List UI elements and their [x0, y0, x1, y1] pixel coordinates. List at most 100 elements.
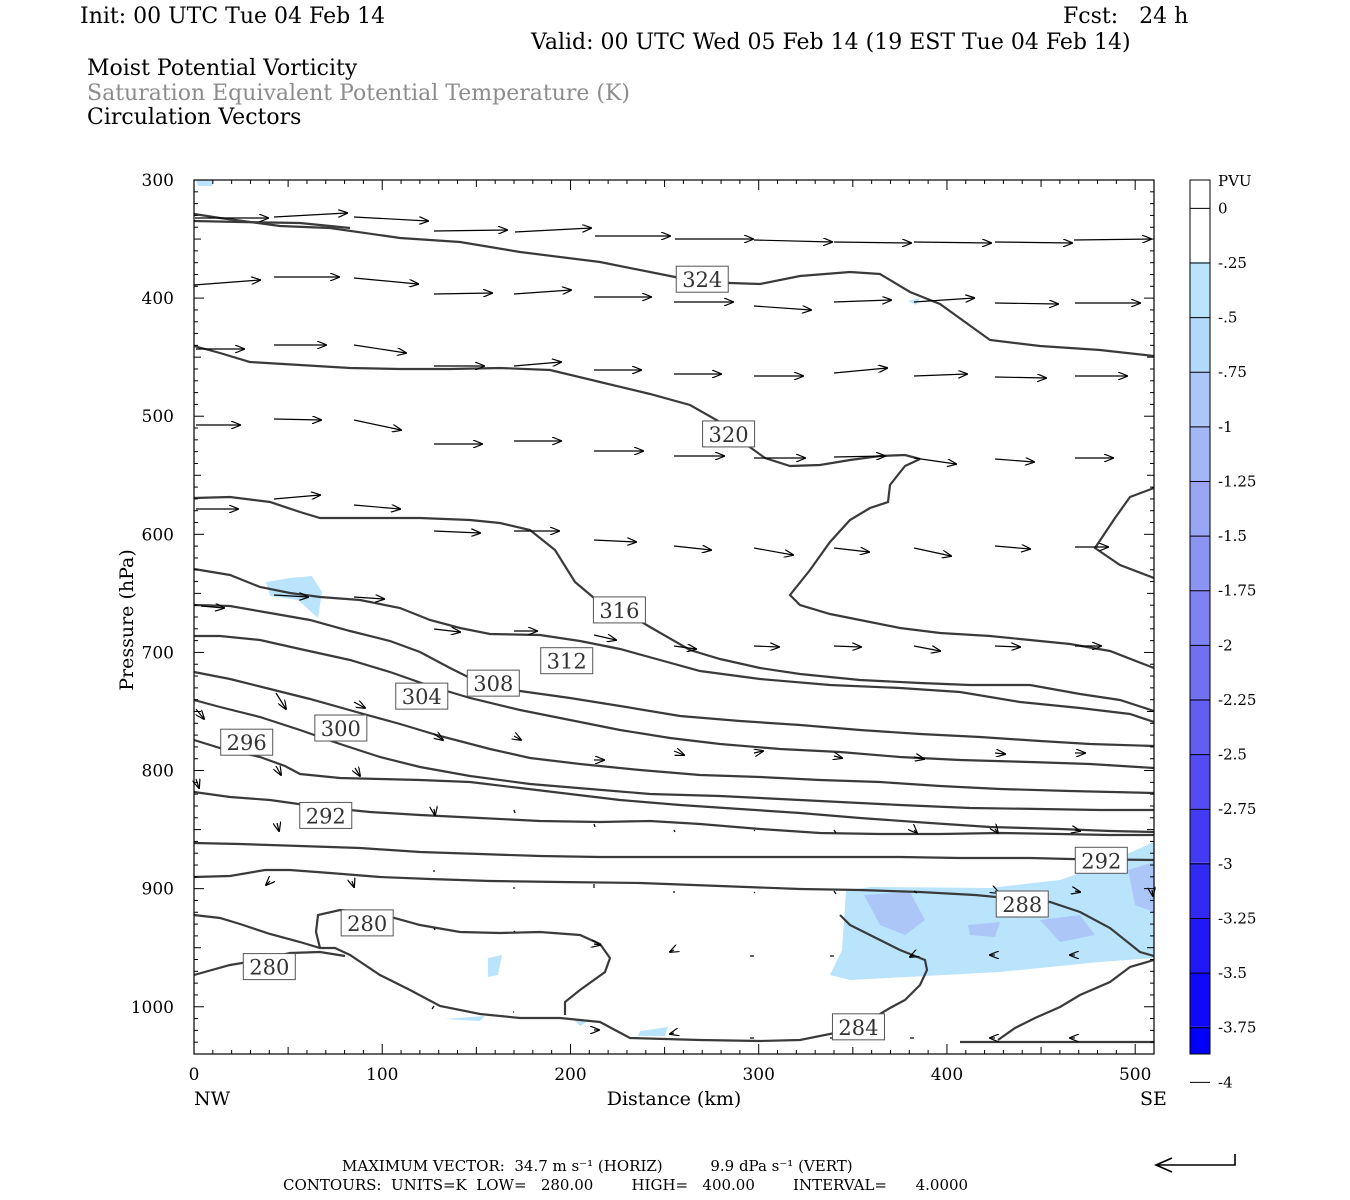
circulation-vector: [513, 290, 571, 294]
colorbar-swatch: [1190, 1026, 1210, 1054]
colorbar-swatch: [1190, 261, 1210, 317]
circulation-vector: [753, 547, 793, 555]
contour-label-text: 288: [1002, 893, 1042, 917]
contour-label: 324: [675, 265, 729, 293]
circulation-vector: [833, 242, 911, 243]
circulation-vector: [673, 751, 684, 755]
circulation-vector: [196, 708, 204, 719]
pv-colorbar: 0 -.25 -.5 -.75 -1 -1.25 -1.5 -1.75 -2 -2.25 -2.5 -…: [1189, 179, 1256, 1091]
contour-line: [193, 913, 929, 1043]
colorbar-swatch: [1190, 808, 1210, 863]
circulation-vector: [352, 881, 354, 887]
contour-label: 280: [340, 909, 394, 937]
circulation-vector: [913, 242, 991, 243]
circulation-vector: [434, 734, 443, 740]
colorbar-swatch: [1190, 698, 1210, 754]
circulation-vector: [1075, 891, 1080, 892]
circulation-vector: [353, 419, 401, 430]
colorbar-swatch: [1190, 535, 1210, 590]
circulation-vector: [514, 736, 521, 740]
contour-line: [193, 212, 1155, 358]
contour-label-text: 300: [321, 717, 361, 741]
max-vector-info: MAXIMUM VECTOR: 34.7 m s⁻¹ (HORIZ) 9.9 d…: [342, 1157, 853, 1175]
pv-shade-lower-right: [830, 842, 1154, 980]
pv-shade-lower-right-mid: [864, 892, 925, 935]
circulation-vector: [913, 890, 918, 894]
contour-label-text: 292: [306, 804, 346, 828]
contour-info: CONTOURS: UNITS=K LOW= 280.00 HIGH= 400.…: [283, 1176, 969, 1194]
circulation-vector: [353, 277, 418, 284]
y-tick-label: 700: [142, 643, 174, 663]
contour-line: [193, 603, 1155, 748]
circulation-vector: [913, 757, 924, 759]
colorbar-tick-label: -1: [1218, 418, 1233, 436]
circulation-vector: [833, 300, 891, 302]
contour-labels: 324 320 316 312 308 304 300 296 292 292 288 280 280 2…: [220, 265, 1128, 1041]
circulation-vector: [833, 890, 837, 895]
colorbar-swatch: [1190, 753, 1210, 809]
field-title-vectors: Circulation Vectors: [87, 105, 302, 130]
circulation-vector: [594, 944, 600, 945]
contour-line: [193, 868, 1155, 958]
circulation-vector: [994, 646, 1020, 647]
colorbar-swatch: [1190, 480, 1210, 536]
circulation-vector: [353, 505, 400, 509]
circulation-vector: [593, 540, 636, 542]
valid-time: Valid: 00 UTC Wed 05 Feb 14 (19 EST Tue …: [531, 30, 1131, 55]
contour-line: [193, 841, 1155, 862]
circulation-vector: [353, 216, 428, 221]
circulation-vector: [753, 891, 756, 894]
contour-label-text: 280: [249, 956, 289, 980]
circulation-vector: [913, 374, 967, 376]
contour-label: 280: [242, 953, 296, 981]
circulation-vector: [833, 646, 861, 647]
circulation-vector: [994, 242, 1072, 243]
field-title-mpv: Moist Potential Vorticity: [87, 56, 358, 81]
circulation-vector: [994, 546, 1030, 549]
contour-label-text: 304: [402, 685, 442, 709]
pv-shade-lower-right-mid: [968, 922, 1000, 937]
contour-label-text: 320: [709, 423, 749, 447]
contour-label-text: 292: [1081, 849, 1121, 873]
pv-shade-lower-right-mid: [1040, 915, 1095, 942]
contour-line: [997, 958, 1155, 1041]
pv-shading: [196, 180, 1154, 1036]
colorbar-tick-label: -.75: [1218, 363, 1247, 381]
circulation-vector: [193, 280, 260, 286]
contour-label: 284: [831, 1013, 885, 1041]
x-tick-label: 500: [1119, 1065, 1151, 1085]
contour-label-text: 284: [838, 1016, 878, 1040]
contour-label-text: 308: [473, 672, 513, 696]
circulation-vector: [913, 646, 940, 651]
circulation-vector: [833, 368, 887, 374]
colorbar-tick-label: 0: [1218, 199, 1228, 217]
x-end-label-right: SE: [1140, 1088, 1167, 1110]
colorbar-unit-label: PVU: [1218, 172, 1252, 190]
contour-line: [193, 698, 1154, 812]
circulation-vector: [834, 756, 842, 758]
contour-line: [193, 219, 351, 230]
contour-label-text: 280: [347, 912, 387, 936]
colorbar-tick-label: -.25: [1218, 254, 1247, 272]
y-tick-label: 900: [142, 880, 174, 900]
circulation-vector: [673, 829, 676, 833]
contour-line: [1093, 486, 1155, 580]
contour-label: 308: [466, 669, 520, 697]
circulation-vector: [431, 1005, 435, 1010]
circulation-vector: [593, 823, 596, 828]
colorbar-swatch: [1190, 862, 1210, 918]
pv-shade-mid-left: [266, 576, 322, 618]
colorbar-swatch: [1190, 972, 1210, 1027]
contour-label-text: 312: [547, 650, 587, 674]
colorbar-frame: [1189, 179, 1211, 1055]
colorbar-tick-label: -3.75: [1218, 1019, 1256, 1037]
contour-label: 300: [314, 714, 368, 742]
contour-label: 320: [702, 420, 756, 448]
x-tick-label: 200: [554, 1065, 586, 1085]
circulation-vector: [273, 419, 321, 420]
x-end-label-left: NW: [194, 1088, 231, 1110]
circulation-vector: [433, 927, 436, 931]
circulation-vector: [913, 298, 974, 303]
circulation-vector: [273, 495, 320, 499]
circulation-vector: [433, 531, 480, 533]
